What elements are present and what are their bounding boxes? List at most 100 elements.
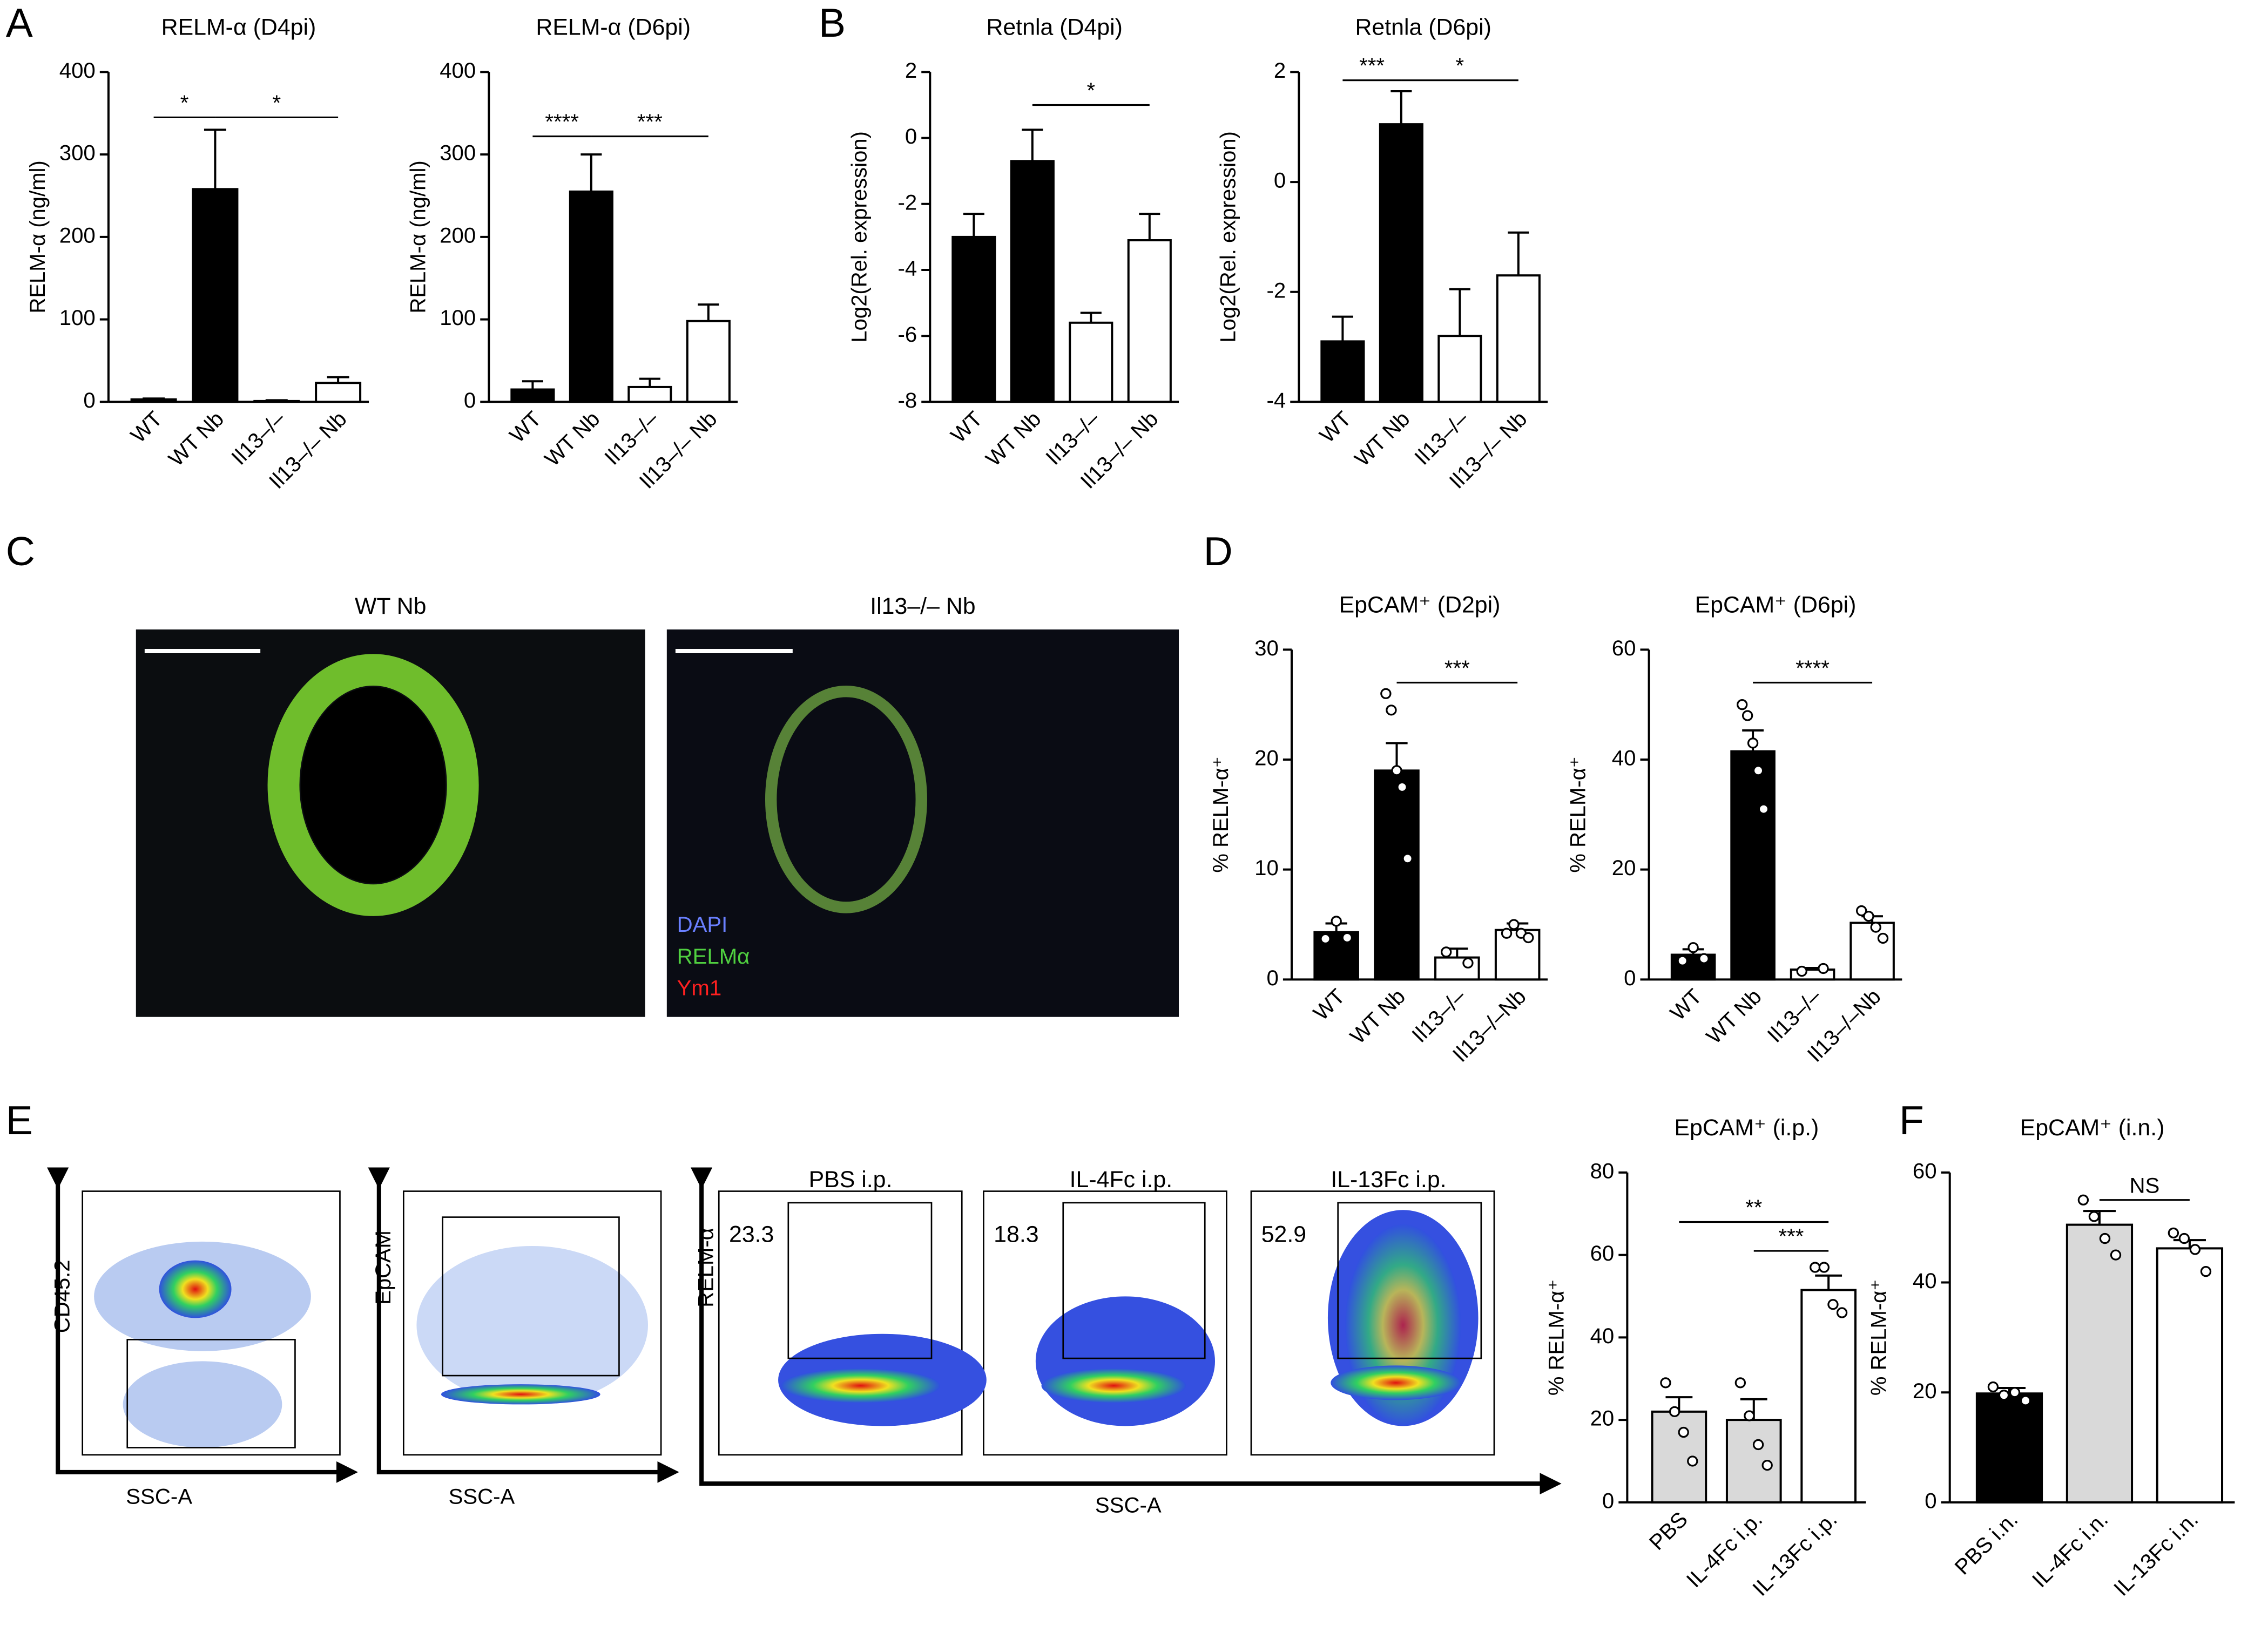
significance-label: * [272,91,281,115]
flow-title: PBS i.p. [809,1167,893,1193]
chart-title: RELM-α (D4pi) [161,15,316,40]
flow-y-label: EpCAM [372,1230,395,1305]
significance-label: NS [2130,1174,2160,1197]
y-tick-label: 20 [1612,856,1636,880]
x-tick-label: WT [947,407,987,448]
x-tick-label: IL-4Fc i.n. [2028,1507,2112,1592]
data-point [1747,737,1759,749]
bar [2066,1223,2134,1504]
data-point [2077,1194,2089,1206]
y-tick-label: 10 [1254,856,1279,880]
panel-letter: E [6,1098,33,1143]
y-tick-label: 60 [1612,636,1636,660]
data-point [2200,1266,2212,1277]
y-tick-label: 60 [1913,1160,1937,1183]
y-tick-label: 300 [440,141,476,165]
y-axis-label: RELM-α (ng/ml) [26,160,50,313]
data-point [2110,1249,2122,1261]
y-tick-label: -4 [897,257,917,281]
data-point [1856,905,1867,917]
bar [1651,1410,1707,1504]
data-point [1742,710,1753,721]
y-tick-label: 0 [464,389,476,412]
data-point [1462,957,1474,969]
data-point [1501,927,1513,939]
chart-title: EpCAM⁺ (D2pi) [1339,592,1501,618]
x-tick-label: WT [1315,407,1356,448]
y-tick-label: 20 [1913,1379,1937,1403]
data-point [1863,911,1874,922]
image-title: WT Nb [355,593,427,619]
bar [1496,274,1541,403]
data-point [1386,705,1397,716]
gate-value: 23.3 [729,1222,774,1248]
y-tick-label: 40 [1612,747,1636,770]
y-tick-label: -2 [1267,279,1286,302]
flow-density [94,1202,1482,1448]
bar [1437,335,1482,403]
y-tick-label: 0 [83,389,95,412]
data-point [1688,942,1699,953]
data-point [1737,699,1748,710]
bar [951,235,996,403]
y-tick-label: -6 [897,323,917,347]
y-axis-label: RELM-α (ng/ml) [406,160,430,313]
y-tick-label: -4 [1267,389,1286,412]
significance-label: ** [1745,1196,1762,1220]
y-tick-label: 100 [440,306,476,330]
bar [1975,1392,2043,1504]
bar [1730,750,1776,981]
data-point [2020,1395,2031,1406]
data-point [1761,1459,1773,1471]
bar [192,188,239,403]
data-point [1752,765,1764,776]
data-point [1320,933,1331,945]
bar [315,382,362,403]
y-tick-label: 0 [905,125,917,148]
legend-label: DAPI [677,913,728,937]
data-point [1391,765,1402,776]
chart-title: Retnla (D6pi) [1355,15,1491,40]
y-tick-label: 2 [1274,59,1286,83]
data-point [1678,1426,1689,1438]
y-tick-label: 40 [1590,1324,1615,1348]
y-tick-label: 300 [59,141,96,165]
flow-title: IL-4Fc i.p. [1070,1167,1173,1193]
chart-title: EpCAM⁺ (i.n.) [2020,1115,2165,1141]
flow-plot [82,1190,1495,1456]
data-point [1341,932,1353,944]
bar [1010,160,1055,403]
y-tick-label: 0 [1267,966,1279,990]
data-point [1744,1410,1755,1421]
significance-label: *** [637,110,663,134]
data-point [1331,916,1342,927]
panel-letter: A [6,0,33,45]
data-point [1998,1390,2010,1401]
bar [627,385,672,403]
data-point [1380,688,1392,699]
bar [2156,1247,2224,1504]
x-tick-label: PBS i.n. [1950,1507,2023,1579]
y-tick-label: 0 [1274,169,1286,193]
bar [1850,922,1895,981]
legend-label: RELMα [677,945,750,969]
significance-label: *** [1779,1225,1804,1249]
panel-letter: F [1899,1098,1924,1143]
x-tick-label: WT Nb [540,407,604,471]
y-axis-label: Log2(Rel. expression) [847,131,871,342]
y-tick-label: 2 [905,59,917,83]
data-point [1818,1262,1830,1273]
y-tick-label: 200 [59,224,96,248]
panel-letter: D [1204,529,1233,574]
chart-title: EpCAM⁺ (i.p.) [1674,1115,1819,1141]
data-point [1508,919,1520,930]
x-tick-label: IL-13Fc i.n. [2109,1507,2203,1601]
data-point [2168,1227,2179,1239]
data-point [1818,963,1829,974]
bar [569,190,613,403]
bar [1800,1289,1857,1504]
bar [1379,123,1423,403]
legend-label: Ym1 [677,977,722,1000]
y-tick-label: 0 [1925,1489,1936,1513]
